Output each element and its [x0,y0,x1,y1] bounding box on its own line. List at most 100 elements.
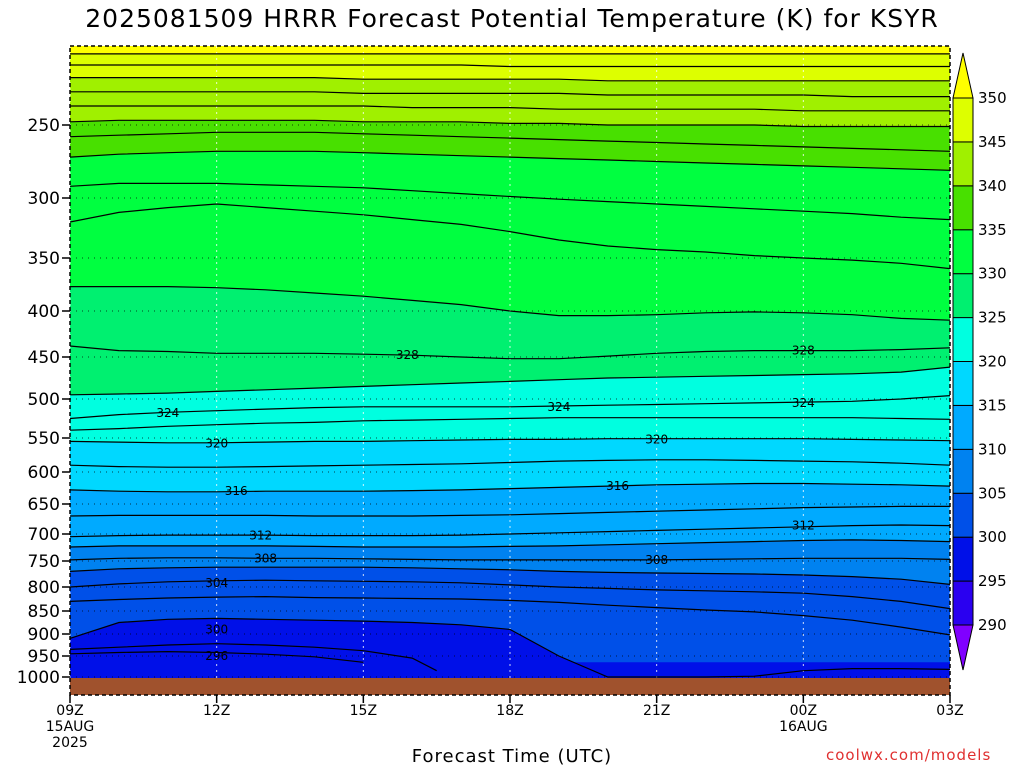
y-tick-label: 600 [28,463,60,483]
colorbar-band [952,448,974,494]
contour-line-326 [70,366,950,396]
contour-label: 300 [205,622,228,636]
fill-band-340 [70,106,950,127]
contour-line-306 [70,566,950,585]
contour-line-316 [70,482,950,493]
colorbar-label: 305 [978,484,1007,502]
colorbar-label: 335 [978,221,1007,239]
y-tick-label: 900 [28,625,60,645]
contour-line-296 [70,650,364,663]
fill-band-304 [70,567,950,609]
contour-label: 312 [792,519,815,533]
fill-band-296 [70,643,437,671]
y-tick-label: 1000 [17,668,60,688]
contour-line-346 [70,77,950,82]
colorbar-label: 325 [978,309,1007,327]
contour-label: 328 [792,344,815,358]
contour-line-334 [70,182,950,221]
contour-line-330 [70,286,950,321]
contour-line-308 [70,557,950,561]
colorbar-band [952,229,974,275]
colorbar-band [952,97,974,143]
x-tick-label: 15AUG [46,719,95,735]
colorbar-label: 340 [978,177,1007,195]
colorbar-label: 315 [978,396,1007,414]
contour-line-336 [70,150,950,171]
x-tick-label: 09Z [56,703,83,719]
contour-line-318 [70,459,950,468]
contour-line-338 [70,131,950,152]
y-tick-label: 450 [28,348,60,368]
y-tick-label: 650 [28,495,60,515]
x-tick-label: 00Z [790,703,817,719]
y-tick-label: 300 [28,189,60,209]
contour-line-348 [70,64,950,68]
contour-label: 320 [645,432,668,446]
colorbar-band [952,317,974,363]
colorbar-label: 310 [978,440,1007,458]
fill-band-308 [70,539,950,560]
contour-label: 324 [547,400,570,414]
fill-band-306 [70,557,950,585]
colorbar-band [952,273,974,319]
colorbar-label: 330 [978,265,1007,283]
fill-band-324 [70,367,950,419]
y-tick-label: 700 [28,525,60,545]
colorbar: 290 295 300 305 310 315 320 325 330 335 340 345 350 [952,52,1007,671]
contour-line-342 [70,105,950,112]
x-tick-label: 15Z [350,703,377,719]
fill-band-348 [70,53,950,67]
y-tick-label: 350 [28,249,60,269]
colorbar-band [952,141,974,187]
contour-line-300 [70,617,950,678]
y-tick-label: 800 [28,578,60,598]
colorbar-band [952,536,974,582]
y-tick-label: 400 [28,302,60,322]
colorbar-label: 300 [978,528,1007,546]
y-tick-label: 750 [28,552,60,572]
contour-line-328 [70,345,950,360]
contour-line-332 [70,203,950,270]
colorbar-label: 345 [978,133,1007,151]
colorbar-label: 320 [978,353,1007,371]
contour-label: 316 [606,479,629,493]
x-axis-label: Forecast Time (UTC) [411,746,613,767]
y-tick-label: 850 [28,602,60,622]
fill-band-350 [70,46,950,54]
contour-line-304 [70,579,950,610]
contour-line-322 [70,417,950,431]
contour-line-320 [70,438,950,444]
contour-label: 328 [396,348,419,362]
fill-band-346 [70,65,950,81]
y-axis: 250 300 350 400 450 500 550 600 650 700 750 800 850 9… [17,116,70,688]
x-tick-label: 21Z [643,703,670,719]
credit-link[interactable]: coolwx.com/models [826,746,992,764]
y-tick-label: 500 [28,390,60,410]
contour-label: 312 [249,529,272,543]
colorbar-band [952,580,974,626]
contour-line-340 [70,119,950,128]
contour-line-310 [70,539,950,548]
colorbar-label: 295 [978,572,1007,590]
contour-line-302 [70,595,950,636]
colorbar-label: 290 [978,616,1007,634]
colorbar-bottom-arrow [952,624,974,671]
fill-band-338 [70,120,950,152]
contour-labels: 328 328 324 324 324 320 320 316 316 312 312 308 308 3… [156,344,814,663]
contour-label: 308 [645,553,668,567]
page-title: 2025081509 HRRR Forecast Potential Tempe… [85,4,939,33]
contour-label: 324 [792,396,815,410]
contour-label: 308 [254,551,277,565]
contour-label: 316 [225,484,248,498]
contour-line-344 [70,91,950,98]
y-tick-label: 550 [28,429,60,449]
contour-line-324 [70,395,950,420]
colorbar-top-arrow [952,52,974,99]
contour-line-314 [70,505,950,517]
contour-label: 320 [205,436,228,450]
contour-label: 324 [156,406,179,420]
contour-line-298 [70,643,437,672]
colorbar-band [952,361,974,406]
